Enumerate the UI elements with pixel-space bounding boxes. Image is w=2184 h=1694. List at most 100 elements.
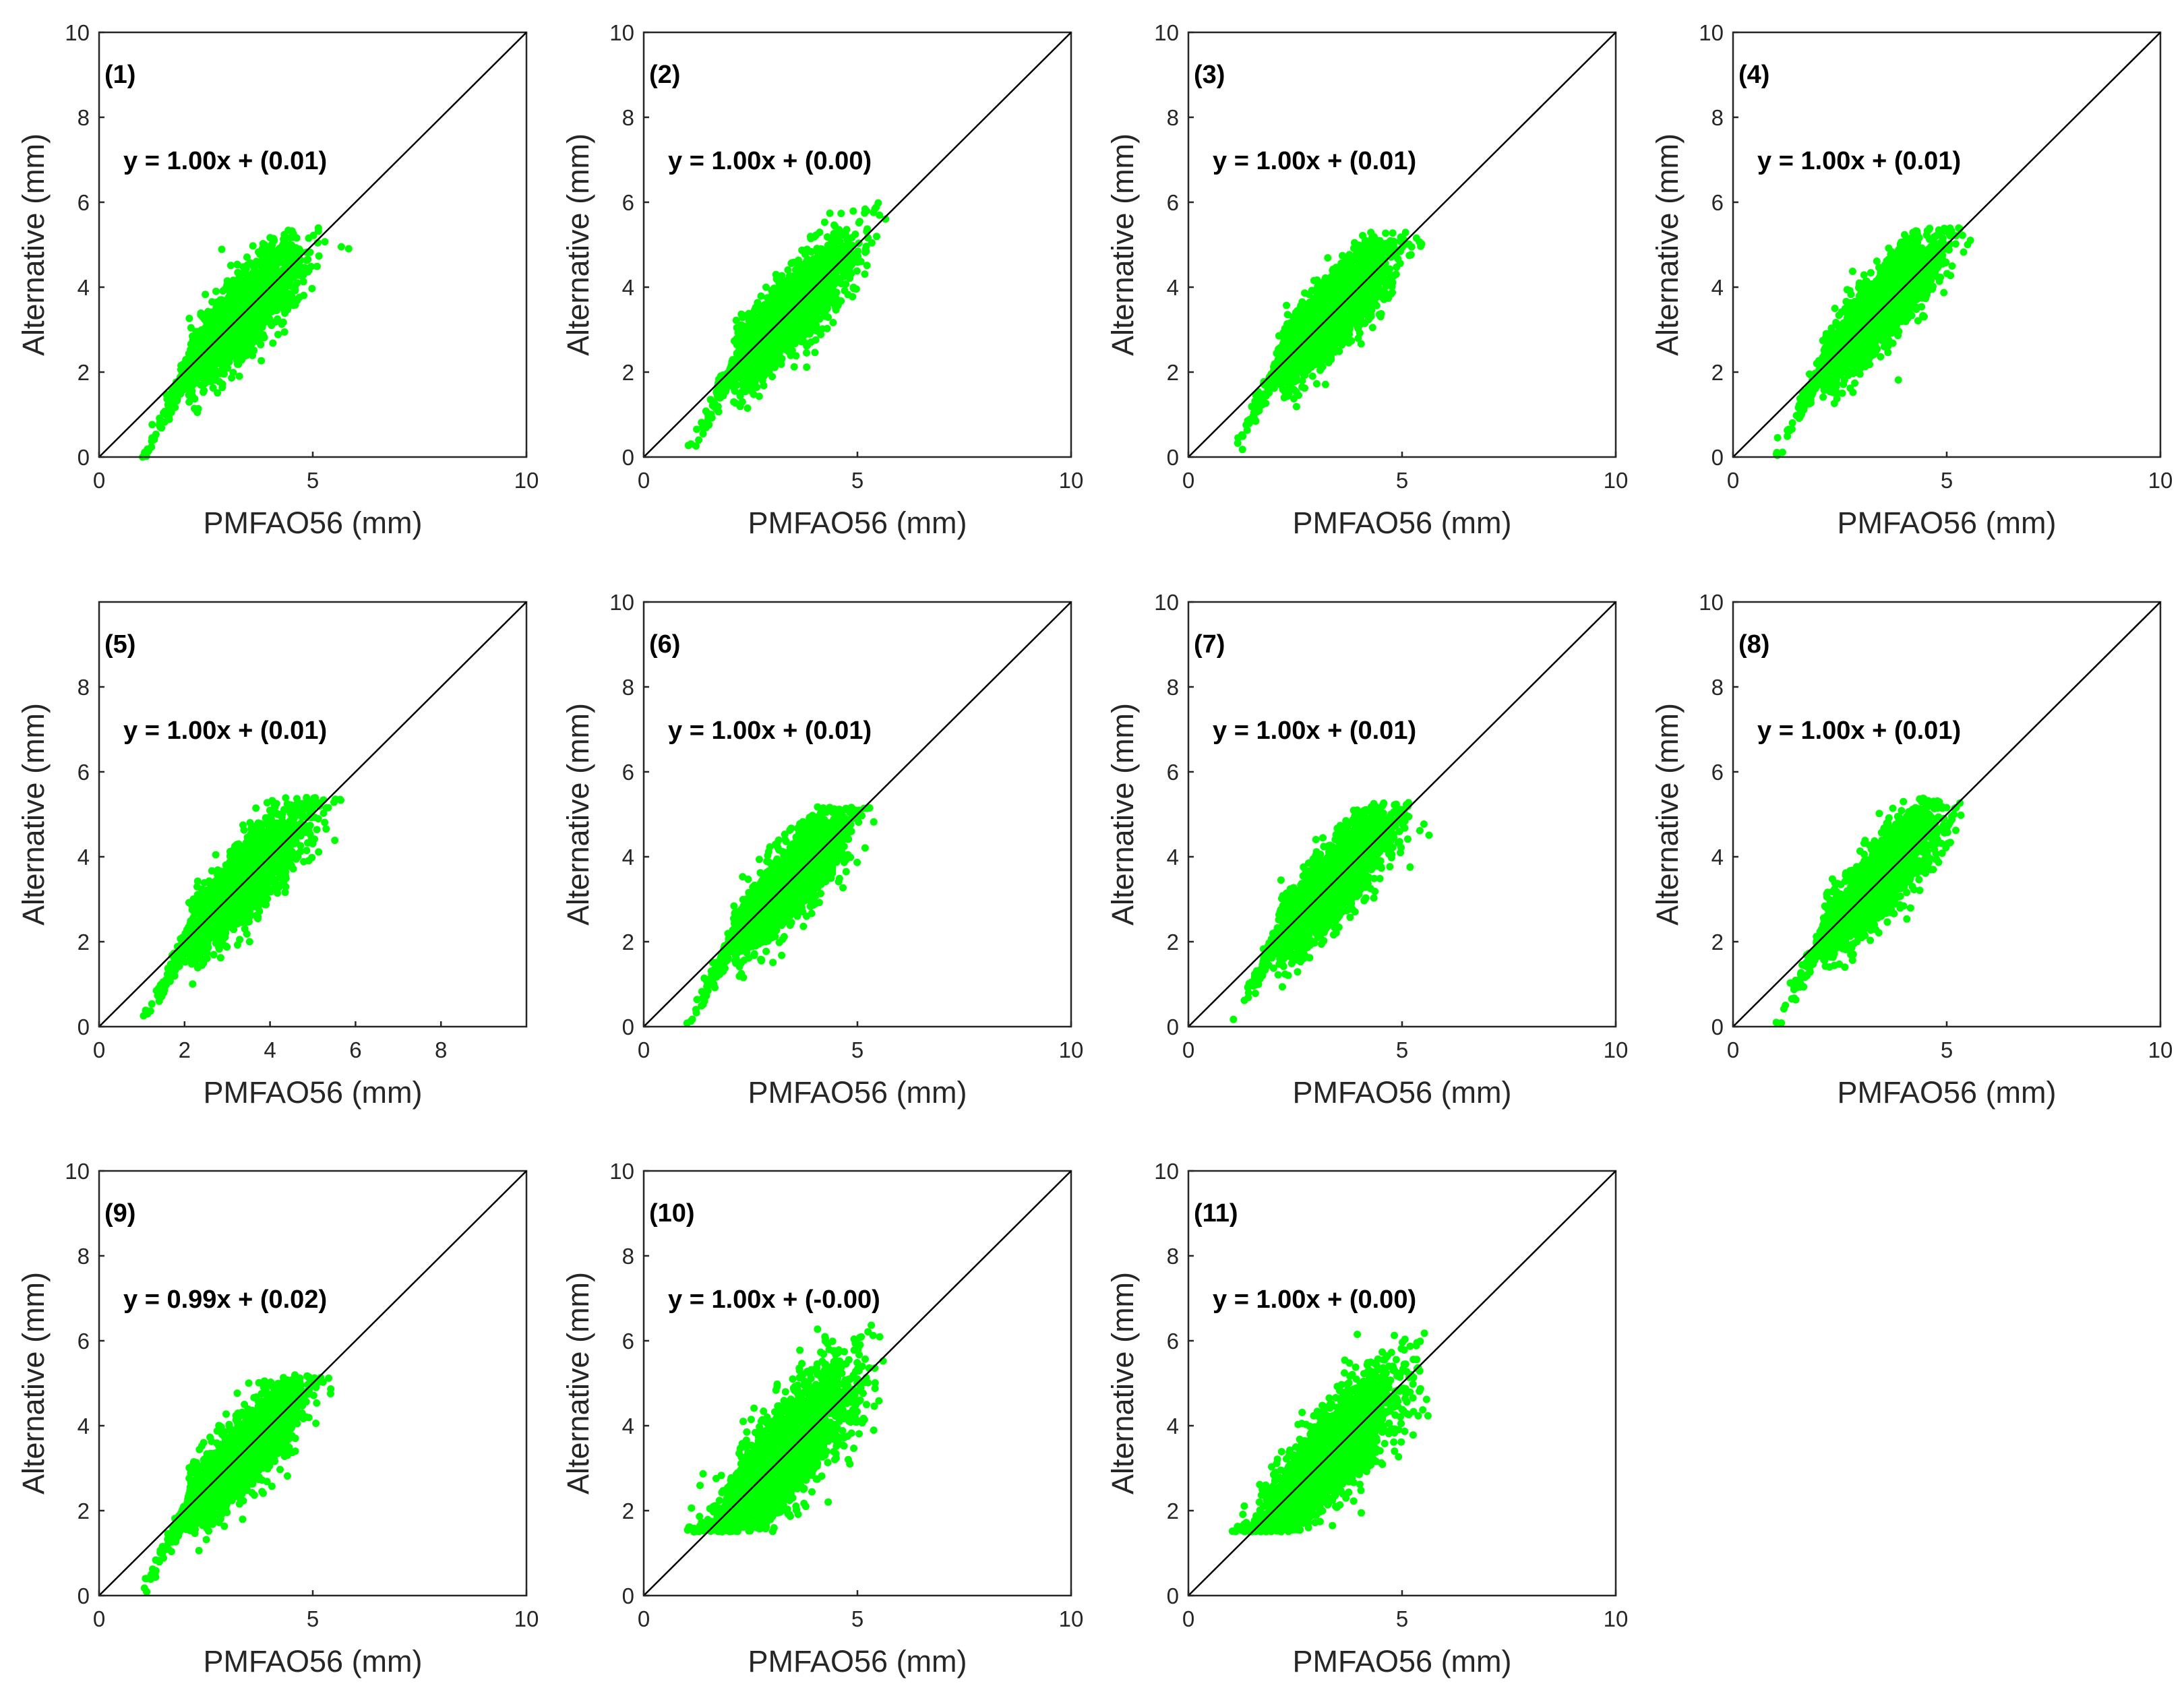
data-point: [836, 232, 844, 240]
data-point: [786, 327, 794, 335]
data-point: [830, 221, 838, 229]
data-point: [257, 340, 264, 348]
data-point: [803, 255, 812, 264]
data-point: [308, 284, 316, 293]
data-point: [296, 247, 304, 255]
data-point: [260, 334, 268, 342]
y-axis-label: Alternative (mm): [561, 133, 595, 356]
data-point: [716, 394, 724, 402]
data-point: [831, 270, 839, 278]
data-point: [218, 296, 226, 304]
data-point: [849, 293, 857, 301]
data-point: [744, 340, 752, 348]
data-point: [295, 293, 303, 301]
data-point: [812, 231, 820, 239]
x-tick-label: 5: [307, 468, 319, 493]
y-tick-label: 10: [609, 20, 634, 45]
data-point: [268, 241, 276, 249]
data-point: [204, 375, 211, 383]
data-point: [224, 285, 233, 293]
y-tick-label: 2: [78, 360, 90, 385]
data-point: [787, 351, 795, 359]
data-point: [1321, 380, 1329, 388]
regression-equation: y = 1.00x + (0.01): [123, 147, 327, 175]
data-point: [229, 297, 237, 305]
x-tick-label: 10: [514, 468, 539, 493]
data-point: [197, 381, 205, 389]
data-point: [698, 419, 706, 427]
data-point: [241, 301, 249, 309]
data-point: [779, 328, 787, 336]
data-point: [210, 313, 218, 322]
data-point: [730, 398, 738, 406]
data-point: [757, 292, 765, 300]
data-point: [702, 407, 710, 415]
data-point: [235, 372, 243, 380]
data-point: [839, 249, 847, 257]
y-tick-label: 0: [78, 445, 90, 470]
data-point: [824, 278, 832, 286]
data-point: [767, 358, 775, 366]
data-point: [298, 272, 305, 280]
data-point: [253, 311, 261, 320]
data-point: [344, 245, 353, 253]
data-point: [185, 386, 193, 394]
data-point: [811, 326, 819, 334]
x-tick-label: 10: [1059, 468, 1084, 493]
data-point: [208, 358, 216, 366]
data-point: [226, 306, 235, 313]
x-axis-label: PMFAO56 (mm): [748, 506, 967, 540]
data-point: [847, 270, 855, 278]
data-point: [803, 245, 811, 253]
x-tick-label: 0: [93, 468, 105, 493]
data-point: [229, 347, 237, 355]
data-point: [233, 360, 241, 368]
panel-label: (2): [649, 61, 680, 89]
data-point: [810, 262, 817, 270]
data-point: [790, 314, 798, 322]
data-point: [230, 291, 238, 299]
x-tick-label: 0: [638, 468, 650, 493]
data-point: [217, 316, 225, 324]
data-point: [744, 404, 752, 412]
data-point: [214, 389, 222, 397]
data-point: [724, 378, 732, 386]
data-point: [200, 359, 208, 367]
data-point: [820, 312, 828, 320]
data-point: [217, 367, 225, 375]
data-point: [745, 317, 753, 325]
panel-label: (1): [104, 61, 135, 89]
data-point: [1389, 229, 1397, 237]
data-point: [309, 231, 317, 239]
data-point: [794, 285, 802, 293]
data-point: [288, 293, 296, 301]
data-point: [243, 253, 251, 261]
data-point: [185, 314, 193, 322]
data-point: [841, 286, 849, 295]
data-point: [315, 252, 323, 260]
data-point: [257, 271, 266, 279]
data-point: [209, 384, 217, 392]
data-point: [730, 384, 738, 392]
y-tick-label: 0: [622, 445, 634, 470]
y-tick-label: 4: [78, 275, 90, 300]
y-tick-label: 8: [622, 105, 634, 130]
data-point: [281, 298, 289, 306]
data-point: [790, 363, 798, 371]
data-point: [818, 250, 826, 258]
x-tick-label: 5: [851, 468, 863, 493]
data-point: [1382, 229, 1390, 237]
scatter-points: [1234, 229, 1426, 454]
data-point: [293, 266, 301, 274]
data-point: [274, 289, 282, 297]
data-point: [852, 285, 860, 293]
data-point: [280, 328, 289, 336]
data-point: [185, 398, 193, 406]
data-point: [826, 243, 835, 251]
data-point: [778, 272, 786, 280]
data-point: [751, 306, 759, 314]
data-point: [196, 368, 204, 376]
data-point: [861, 205, 869, 213]
data-point: [201, 315, 209, 323]
